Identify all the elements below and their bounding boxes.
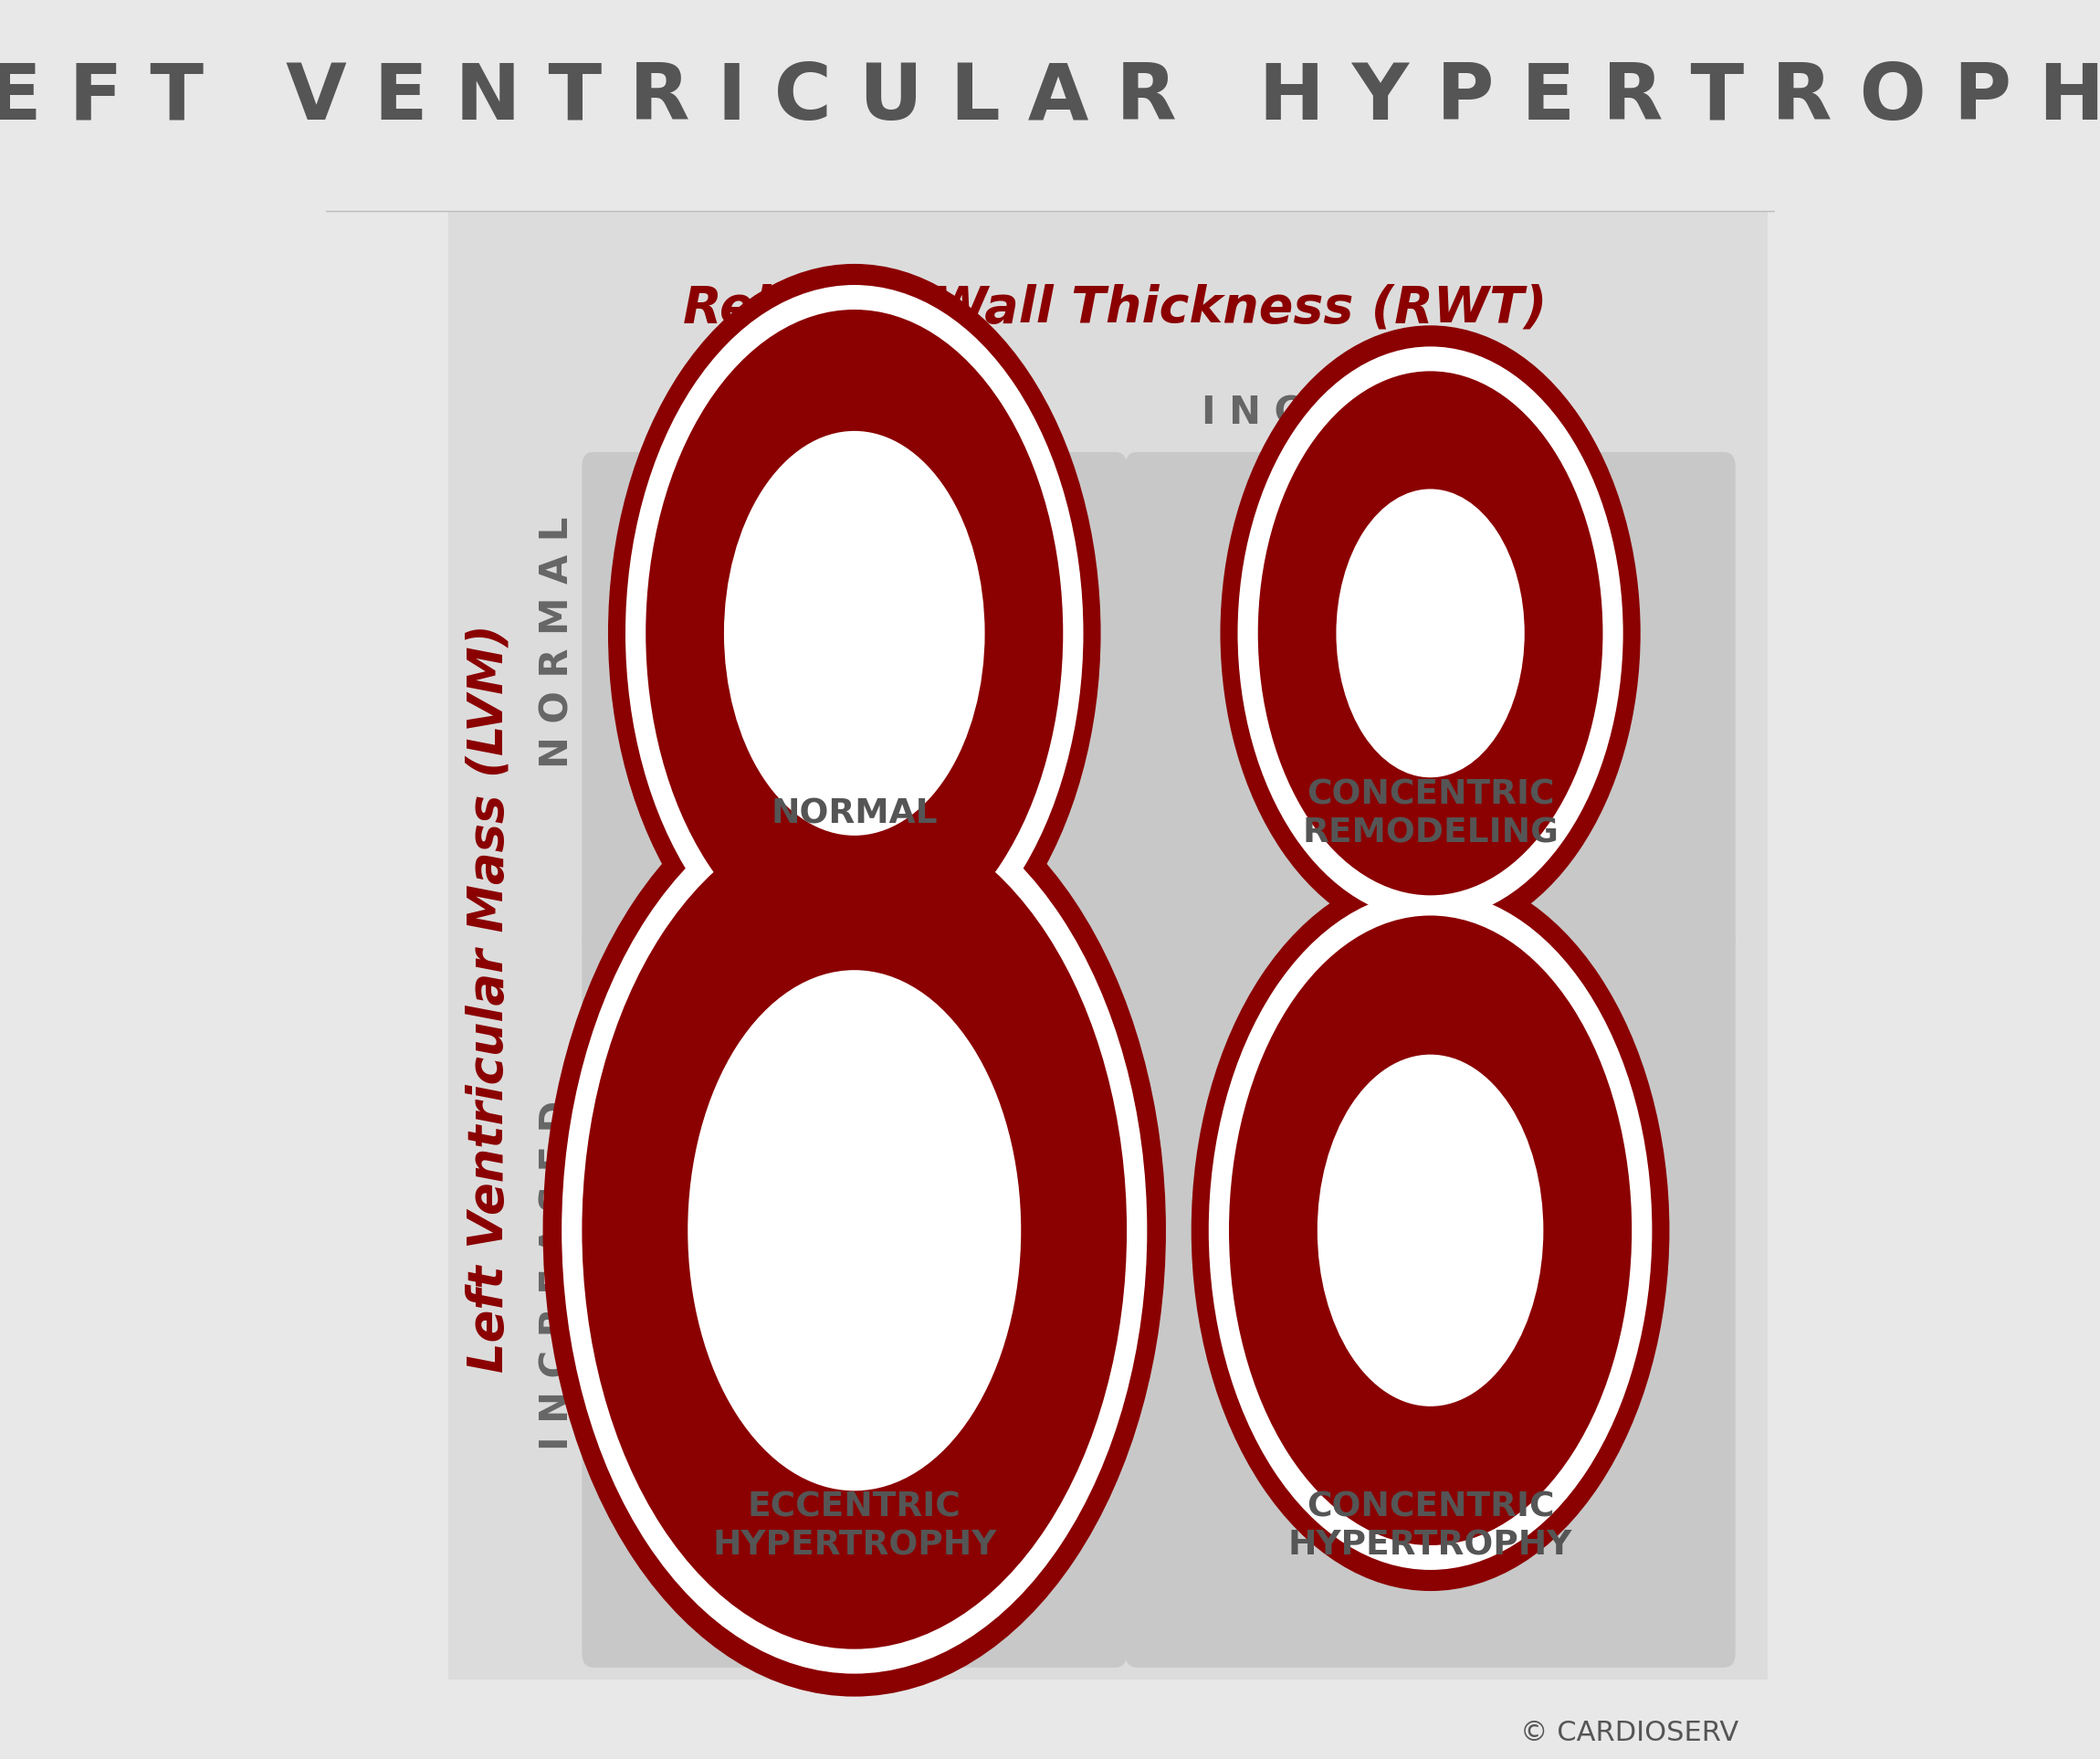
Text: N O R M A L: N O R M A L <box>538 517 578 767</box>
FancyBboxPatch shape <box>582 452 1128 955</box>
Ellipse shape <box>1258 371 1602 895</box>
Ellipse shape <box>582 813 1128 1650</box>
Ellipse shape <box>1237 347 1623 920</box>
Text: Left Ventricular Mass (LVM): Left Ventricular Mass (LVM) <box>466 624 512 1372</box>
Text: © CARDIOSERV: © CARDIOSERV <box>1520 1719 1739 1747</box>
Ellipse shape <box>1228 915 1632 1544</box>
Ellipse shape <box>1317 1054 1544 1407</box>
Text: ECCENTRIC
HYPERTROPHY: ECCENTRIC HYPERTROPHY <box>712 1492 997 1562</box>
Ellipse shape <box>645 310 1063 957</box>
Text: NORMAL: NORMAL <box>771 799 939 830</box>
Text: CONCENTRIC
HYPERTROPHY: CONCENTRIC HYPERTROPHY <box>1287 1492 1573 1562</box>
Ellipse shape <box>544 763 1166 1696</box>
Ellipse shape <box>561 786 1147 1675</box>
Ellipse shape <box>1191 869 1670 1590</box>
Ellipse shape <box>1210 890 1653 1569</box>
Text: I N C R E A S E D: I N C R E A S E D <box>1201 394 1552 433</box>
Text: CONCENTRIC
REMODELING: CONCENTRIC REMODELING <box>1302 779 1558 850</box>
Text: L E F T   V E N T R I C U L A R   H Y P E R T R O P H Y: L E F T V E N T R I C U L A R H Y P E R … <box>0 60 2100 137</box>
Ellipse shape <box>724 431 985 836</box>
FancyBboxPatch shape <box>1126 927 1735 1668</box>
Ellipse shape <box>689 971 1021 1490</box>
Ellipse shape <box>626 285 1084 982</box>
Ellipse shape <box>1336 489 1525 777</box>
FancyBboxPatch shape <box>326 0 1774 197</box>
FancyBboxPatch shape <box>449 211 1768 1680</box>
Text: N O R M A L: N O R M A L <box>743 394 995 433</box>
FancyBboxPatch shape <box>582 927 1128 1668</box>
Text: I N C R E A S E D: I N C R E A S E D <box>538 1101 578 1449</box>
Ellipse shape <box>609 264 1100 1003</box>
Ellipse shape <box>1220 325 1640 941</box>
FancyBboxPatch shape <box>1126 452 1735 955</box>
Text: Relative Wall Thickness (RWT): Relative Wall Thickness (RWT) <box>682 283 1548 332</box>
